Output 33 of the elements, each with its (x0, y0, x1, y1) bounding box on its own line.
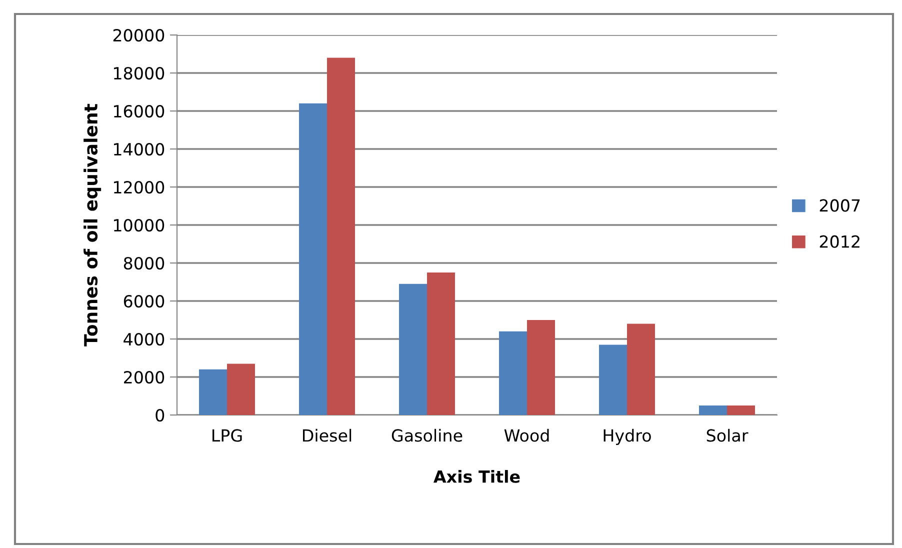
bar (499, 331, 527, 415)
bar (627, 324, 655, 415)
bar (227, 364, 255, 415)
x-axis-title: Axis Title (434, 470, 520, 483)
y-tick-label: 14000 (114, 142, 164, 156)
bar (399, 284, 427, 415)
y-tick-label: 20000 (113, 28, 164, 42)
y-tick-label: 4000 (124, 332, 164, 346)
x-tick-label: Solar (706, 428, 748, 442)
y-tick-label: 18000 (114, 66, 164, 80)
y-tick-label: 8000 (124, 256, 164, 270)
x-tick-label: LPG (212, 429, 242, 442)
y-axis-title: Tonnes of oil equivalent (84, 104, 102, 346)
x-tick-label: Hydro (604, 428, 651, 446)
legend-label: 2007 (820, 199, 860, 212)
bar (527, 320, 555, 415)
x-tick-label: Wood (504, 428, 549, 442)
bar (199, 369, 227, 415)
legend-label: 2012 (820, 235, 860, 248)
y-tick-label: 0 (156, 408, 164, 422)
bar (299, 103, 327, 415)
bar (427, 272, 455, 415)
x-tick-label: Gasoline (392, 428, 462, 442)
bar (727, 406, 755, 415)
bar (699, 406, 727, 415)
y-tick-label: 6000 (124, 294, 164, 308)
x-tick-label: Diesel (302, 428, 352, 442)
bar (599, 344, 627, 415)
y-tick-label: 10000 (114, 218, 164, 232)
y-tick-label: 2000 (124, 370, 164, 384)
y-tick-label: 16000 (114, 104, 164, 118)
y-tick-label: 12000 (114, 180, 164, 194)
bar (327, 58, 355, 415)
